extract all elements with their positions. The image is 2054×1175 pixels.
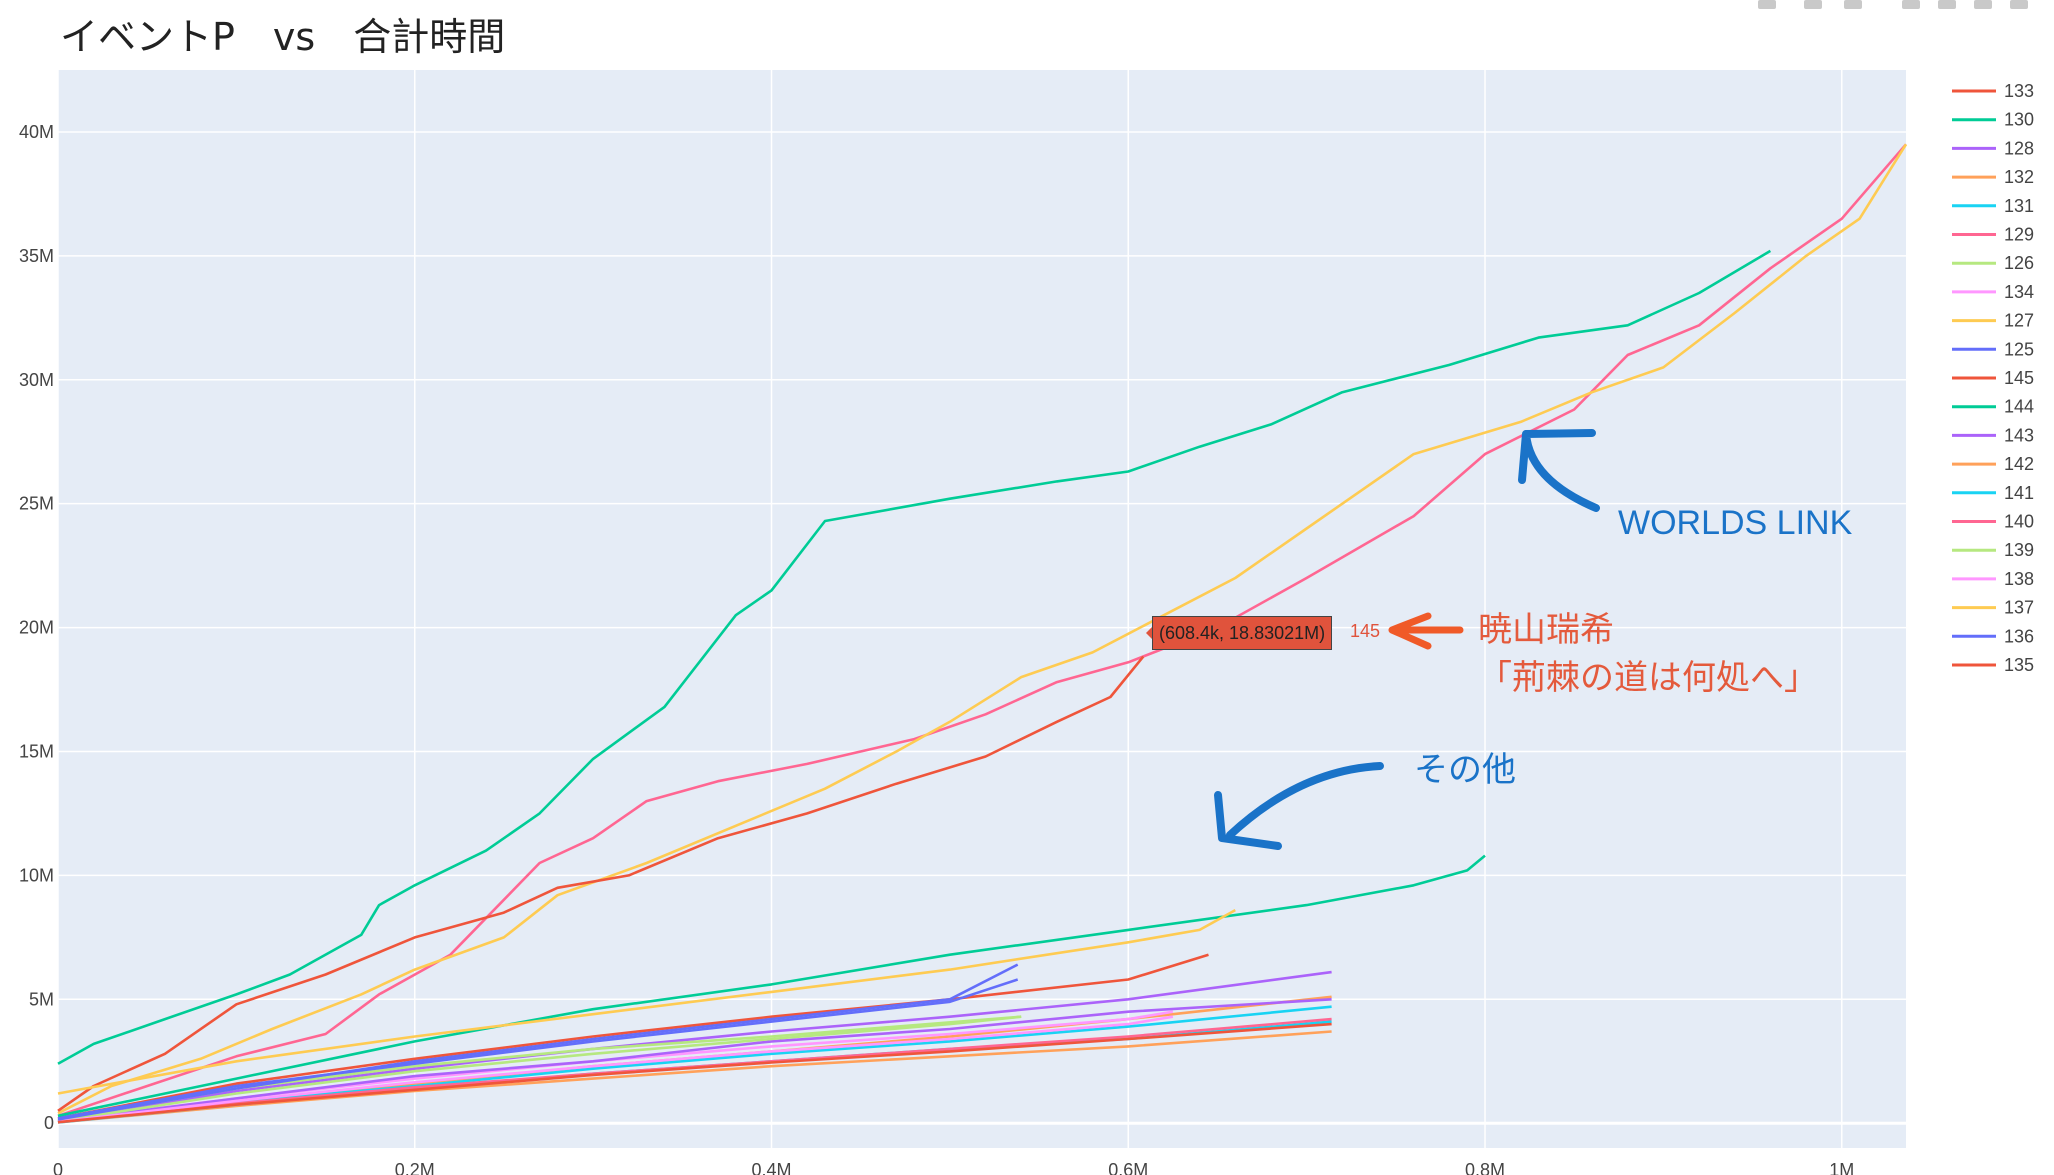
x-tick-label: 0.4M — [751, 1160, 791, 1175]
y-tick-label: 10M — [19, 865, 54, 885]
legend-label: 125 — [2004, 339, 2034, 359]
y-tick-label: 0 — [44, 1113, 54, 1133]
annotation-other: その他 — [1414, 750, 1516, 790]
hover-label: (608.4k, 18.83021M) — [1152, 616, 1333, 650]
series-line-130[interactable] — [57, 249, 1772, 1065]
x-tick-label: 0.2M — [395, 1160, 435, 1175]
plot-background — [58, 70, 1906, 1148]
legend-item-135[interactable]: 135 — [1952, 655, 2034, 675]
series-line-136[interactable] — [57, 963, 1019, 1121]
legend-label: 144 — [2004, 397, 2034, 417]
y-tick-label: 25M — [19, 494, 54, 514]
legend-label: 143 — [2004, 425, 2034, 445]
legend-item-140[interactable]: 140 — [1952, 512, 2034, 532]
legend-item-144[interactable]: 144 — [1952, 397, 2034, 417]
legend-label: 131 — [2004, 196, 2034, 216]
legend-label: 142 — [2004, 454, 2034, 474]
legend-item-138[interactable]: 138 — [1952, 569, 2034, 589]
legend-label: 127 — [2004, 311, 2034, 331]
legend-label: 137 — [2004, 598, 2034, 618]
hover-series-name: 145 — [1350, 621, 1381, 641]
hover-pointer — [1146, 626, 1153, 640]
autoscale-icon[interactable] — [1974, 0, 1992, 9]
series-line-133[interactable] — [57, 953, 1209, 1120]
y-tick-label: 40M — [19, 122, 54, 142]
legend-item-143[interactable]: 143 — [1952, 425, 2034, 445]
legend-item-133[interactable]: 133 — [1952, 81, 2034, 101]
legend-label: 135 — [2004, 655, 2034, 675]
legend-item-145[interactable]: 145 — [1952, 368, 2034, 388]
y-tick-label: 20M — [19, 618, 54, 638]
legend-item-134[interactable]: 134 — [1952, 282, 2034, 302]
y-tick-label: 35M — [19, 246, 54, 266]
legend-label: 132 — [2004, 167, 2034, 187]
y-tick-label: 30M — [19, 370, 54, 390]
chart-title: イベントP vs 合計時間 — [60, 15, 506, 59]
series-line-135[interactable] — [57, 1022, 1332, 1124]
arrow-worlds-link — [1518, 429, 1600, 512]
legend-item-130[interactable]: 130 — [1952, 110, 2034, 130]
legend-label: 145 — [2004, 368, 2034, 388]
legend-item-139[interactable]: 139 — [1952, 540, 2034, 560]
arrow-akiyama — [1388, 612, 1464, 650]
legend-label: 139 — [2004, 540, 2034, 560]
series-line-138[interactable] — [57, 1015, 1174, 1123]
pan-icon[interactable] — [1844, 0, 1862, 9]
modebar[interactable] — [1758, 0, 2048, 12]
annotation-worlds-link: WORLDS LINK — [1618, 504, 1853, 542]
legend-item-129[interactable]: 129 — [1952, 225, 2034, 245]
legend-label: 126 — [2004, 253, 2034, 273]
legend-item-128[interactable]: 128 — [1952, 138, 2034, 158]
x-tick-label: 0 — [53, 1160, 63, 1175]
legend-label: 130 — [2004, 110, 2034, 130]
legend-item-142[interactable]: 142 — [1952, 454, 2034, 474]
y-tick-label: 15M — [19, 741, 54, 761]
legend-item-131[interactable]: 131 — [1952, 196, 2034, 216]
series-line-127[interactable] — [57, 143, 1908, 1115]
legend-item-136[interactable]: 136 — [1952, 626, 2034, 646]
legend-label: 140 — [2004, 512, 2034, 532]
y-tick-label: 5M — [29, 989, 54, 1009]
x-tick-label: 0.6M — [1108, 1160, 1148, 1175]
x-tick-label: 1M — [1829, 1160, 1854, 1175]
series-layer[interactable] — [57, 143, 1908, 1124]
legend-item-137[interactable]: 137 — [1952, 598, 2034, 618]
legend-label: 134 — [2004, 282, 2034, 302]
legend-label: 136 — [2004, 626, 2034, 646]
series-line-145[interactable] — [57, 655, 1145, 1112]
x-tick-label: 0.8M — [1465, 1160, 1505, 1175]
series-line-137[interactable] — [57, 908, 1236, 1095]
legend-item-127[interactable]: 127 — [1952, 311, 2034, 331]
series-line-139[interactable] — [57, 1015, 1022, 1123]
zoom-in-icon[interactable] — [1902, 0, 1920, 9]
legend-label: 129 — [2004, 225, 2034, 245]
legend-item-141[interactable]: 141 — [1952, 483, 2034, 503]
camera-icon[interactable] — [1758, 0, 1776, 9]
legend[interactable]: 133 130 128 132 131 129 126 134 127 125 145 144 143 1… — [1952, 81, 2034, 675]
series-line-143[interactable] — [57, 998, 1332, 1123]
legend-label: 138 — [2004, 569, 2034, 589]
series-line-128[interactable] — [57, 970, 1332, 1122]
series-line-125[interactable] — [57, 978, 1019, 1120]
legend-label: 141 — [2004, 483, 2034, 503]
reset-axes-icon[interactable] — [2010, 0, 2028, 9]
legend-label: 133 — [2004, 81, 2034, 101]
annotation-arrows — [1214, 429, 1600, 850]
legend-item-126[interactable]: 126 — [1952, 253, 2034, 273]
annotation-akiyama-song: 「荊棘の道は何処へ」 — [1478, 658, 1818, 698]
legend-item-125[interactable]: 125 — [1952, 339, 2034, 359]
tick-layer: 0 5M 10M 15M 20M 25M 30M 35M 40M 0 0.2M 0.4M 0.6M 0.8… — [19, 122, 1854, 1175]
legend-label: 128 — [2004, 138, 2034, 158]
series-line-144[interactable] — [57, 854, 1486, 1118]
legend-item-132[interactable]: 132 — [1952, 167, 2034, 187]
zoom-out-icon[interactable] — [1938, 0, 1956, 9]
grid-layer — [57, 70, 1906, 1148]
zoom-icon[interactable] — [1804, 0, 1822, 9]
arrow-other — [1214, 762, 1384, 850]
annotation-akiyama-name: 暁山瑞希 — [1478, 610, 1614, 650]
series-line-129[interactable] — [57, 143, 1907, 1118]
